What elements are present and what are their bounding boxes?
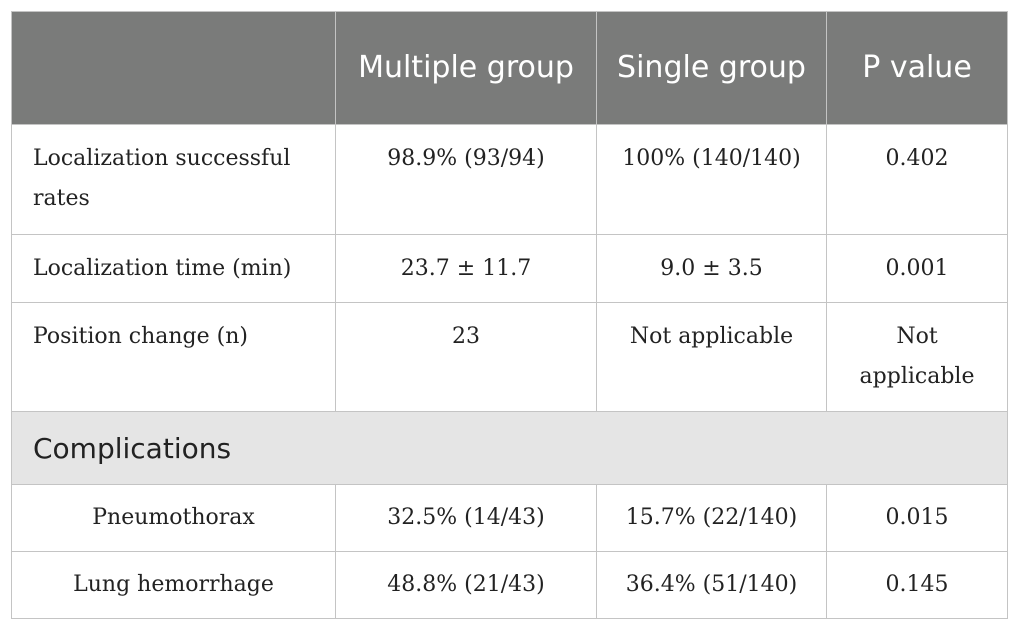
p-value: 0.015 [826, 484, 1008, 552]
results-table: Multiple group Single group P value Loca… [11, 11, 1008, 619]
section-title: Complications [11, 411, 1008, 485]
header-cell-label [11, 11, 336, 125]
single-group-value: 15.7% (22/140) [596, 484, 827, 552]
multiple-group-value: 48.8% (21/43) [335, 551, 597, 619]
header-cell-p-value: P value [826, 11, 1008, 125]
single-group-value: 9.0 ± 3.5 [596, 234, 827, 303]
multiple-group-value: 98.9% (93/94) [335, 124, 597, 235]
row-label: Lung hemorrhage [11, 551, 336, 619]
p-value: 0.402 [826, 124, 1008, 235]
header-cell-single-group: Single group [596, 11, 827, 125]
row-label: Localization time (min) [11, 234, 336, 303]
single-group-value: 100% (140/140) [596, 124, 827, 235]
multiple-group-value: 23 [335, 302, 597, 412]
p-value: 0.145 [826, 551, 1008, 619]
table-header-row: Multiple group Single group P value [11, 11, 1008, 125]
header-cell-multiple-group: Multiple group [335, 11, 597, 125]
table-row: Pneumothorax 32.5% (14/43) 15.7% (22/140… [11, 484, 1008, 552]
p-value: 0.001 [826, 234, 1008, 303]
table-row: Localization time (min) 23.7 ± 11.7 9.0 … [11, 234, 1008, 303]
multiple-group-value: 32.5% (14/43) [335, 484, 597, 552]
row-label: Localization successful rates [11, 124, 336, 235]
single-group-value: Not applicable [596, 302, 827, 412]
multiple-group-value: 23.7 ± 11.7 [335, 234, 597, 303]
table-row: Lung hemorrhage 48.8% (21/43) 36.4% (51/… [11, 551, 1008, 619]
row-label: Position change (n) [11, 302, 336, 412]
single-group-value: 36.4% (51/140) [596, 551, 827, 619]
p-value: Not applicable [826, 302, 1008, 412]
table-row: Localization successful rates 98.9% (93/… [11, 124, 1008, 235]
section-header-row: Complications [11, 411, 1008, 485]
row-label: Pneumothorax [11, 484, 336, 552]
table-row: Position change (n) 23 Not applicable No… [11, 302, 1008, 412]
